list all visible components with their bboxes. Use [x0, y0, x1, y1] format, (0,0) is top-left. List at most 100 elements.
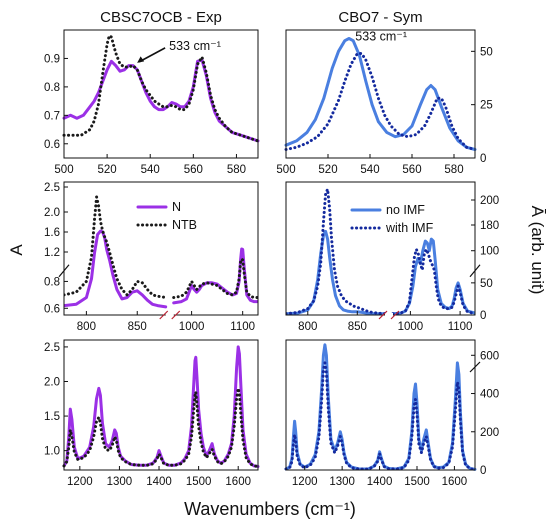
panel-sym-mid-series-1-a	[286, 187, 387, 315]
exp-bot-xtick-label: 1500	[186, 476, 212, 488]
panel-sym-mid-ytick-label: 180	[480, 220, 499, 232]
sym-top-xtick-label: 520	[318, 164, 337, 176]
panel-sym-mid-ytick-label: 200	[480, 195, 499, 207]
sym-bot-ytick-label: 400	[480, 389, 499, 401]
exp-top-series-dotted	[62, 34, 260, 143]
panel-exp-mid-ytick-label: 1.2	[44, 247, 60, 259]
panel-exp-mid-seg2-xtick-label: 1000	[179, 321, 205, 333]
panel-exp-mid-ytick-label: 2.5	[44, 182, 60, 194]
exp-top-annotation-arrow	[138, 47, 166, 63]
sym-top-xtick-label: 540	[360, 164, 379, 176]
sym-top-xtick-label: 500	[276, 164, 295, 176]
exp-bot-ytick-label: 2.5	[44, 342, 60, 354]
exp-bot-xtick-label: 1300	[107, 476, 133, 488]
sym-bot-ytick-label: 200	[480, 427, 499, 439]
sym-bot-yaxis-break	[469, 361, 481, 373]
sym-bot-xtick-label: 1500	[404, 476, 430, 488]
exp-bot-ytick-label: 2.0	[44, 376, 60, 388]
panel-sym-mid-axis-gap	[385, 313, 394, 317]
panel-exp-mid-ytick-label: 0.8	[44, 276, 60, 288]
panel-exp-bot: 1200 1300 1400 1500 1600 1.0 1.5 2.0 2.5	[44, 339, 260, 488]
panel-sym-bot: 1200 1300 1400 1500 1600 0 200 400 600	[284, 339, 499, 488]
panel-exp-mid-ytick-label: 2.0	[44, 207, 60, 219]
panel-exp-mid-seg2-xtick-label: 1100	[230, 321, 255, 333]
panel-exp-mid-series-1-a	[64, 195, 168, 299]
panel-sym-mid-seg1-xtick-label: 800	[298, 321, 317, 333]
panel-title-exp: CBSC7OCB - Exp	[100, 9, 222, 26]
panel-sym-top: CBO7 - Sym 500 520 540 560 580 0 25 50 533 cm⁻¹	[276, 9, 492, 176]
exp-top-xtick-label: 560	[184, 164, 203, 176]
y-axis-label-right: Ā (arb. unit)	[528, 206, 547, 295]
panel-exp-mid-seg1-xtick-label: 800	[77, 321, 96, 333]
exp-bot-ytick-label: 1.5	[44, 411, 60, 423]
sym-top-frame	[285, 29, 476, 159]
exp-top-xtick-label: 500	[54, 164, 73, 176]
sym-top-series-dotted	[284, 52, 477, 151]
panel-sym-mid-ytick-label: 100	[480, 246, 499, 258]
sym-bot-frame	[285, 339, 476, 471]
panel-exp-mid-ytick-label: 0.6	[44, 303, 60, 315]
exp-top-ytick-label: 0.9	[44, 53, 60, 65]
panel-sym-mid-break-mark	[390, 310, 400, 320]
x-axis-label: Wavenumbers (cm⁻¹)	[184, 499, 356, 519]
exp-top-xtick-label: 540	[141, 164, 160, 176]
sym-bot-xtick-label: 1300	[329, 476, 355, 488]
exp-top-ytick-label: 0.8	[44, 82, 60, 94]
panel-sym-mid-yaxis-break	[469, 264, 481, 278]
panel-exp-mid-legend-label: N	[172, 200, 181, 214]
panel-sym-mid-break-mark	[378, 310, 388, 320]
exp-top-xtick-label: 520	[98, 164, 117, 176]
panel-sym-mid-seg2-xtick-label: 1100	[448, 321, 473, 333]
panel-exp-mid-break-mark	[171, 310, 181, 320]
panel-sym-mid-series-0-b	[391, 237, 475, 315]
sym-bot-ytick-label: 600	[480, 350, 499, 362]
sym-bot-series-dotted	[284, 361, 477, 471]
panel-sym-mid-legend-label: no IMF	[386, 203, 425, 217]
panel-sym-mid-ytick-label: 50	[480, 278, 493, 290]
panel-exp-mid-series-0-a	[64, 229, 168, 309]
sym-top-xtick-label: 560	[402, 164, 421, 176]
sym-top-series-solid	[284, 37, 477, 151]
exp-top-annotation-arrowhead	[137, 56, 145, 63]
sym-top-xtick-label: 580	[444, 164, 463, 176]
panel-exp-mid-series-1-b	[172, 257, 258, 299]
panel-exp-mid: 800 850 1000 1100 0.6 0.8 1.2 1.6 2.0 2.5 N NTB	[44, 181, 259, 333]
y-axis-label-left: A	[7, 244, 26, 256]
panel-sym-mid-series-0-a	[286, 229, 387, 315]
sym-bot-xtick-label: 1600	[442, 476, 468, 488]
panel-sym-mid-frame	[285, 181, 476, 316]
panel-sym-mid-seg2-xtick-label: 1000	[398, 321, 424, 333]
sym-bot-xtick-label: 1200	[292, 476, 318, 488]
panel-exp-mid-series-0-b	[172, 247, 258, 305]
panel-exp-mid-legend: N NTB	[136, 200, 197, 232]
sym-top-ytick-label: 0	[480, 153, 486, 165]
panel-exp-mid-axis-gap	[165, 313, 174, 317]
panel-sym-mid: 800 850 1000 1100 0 50 100 180 200 no IMF with IMF	[285, 181, 499, 333]
panel-sym-mid-ytick-label: 0	[480, 310, 486, 322]
panel-exp-mid-break-mark	[159, 310, 169, 320]
panel-title-sym: CBO7 - Sym	[338, 9, 422, 26]
exp-bot-xtick-label: 1600	[225, 476, 251, 488]
panel-exp-mid-yaxis-break	[58, 264, 70, 278]
panel-sym-mid-legend-label: with IMF	[385, 221, 434, 235]
panel-sym-mid-seg1-xtick-label: 850	[348, 321, 367, 333]
exp-top-xtick-label: 580	[227, 164, 246, 176]
exp-bot-ytick-label: 1.0	[44, 446, 60, 458]
sym-top-annotation: 533 cm⁻¹	[355, 30, 407, 44]
exp-top-frame	[63, 29, 259, 159]
sym-top-ytick-label: 50	[480, 46, 493, 58]
panel-exp-mid-seg1-xtick-label: 850	[128, 321, 147, 333]
sym-top-ytick-label: 25	[480, 100, 493, 112]
exp-top-ytick-label: 0.6	[44, 139, 60, 151]
sym-bot-ytick-label: 0	[480, 465, 486, 477]
panel-sym-mid-legend: no IMF with IMF	[350, 203, 434, 235]
panel-exp-top: CBSC7OCB - Exp 500 520 540 560 580 0.6 0.7 0.8 0.…	[44, 9, 260, 176]
sym-bot-xtick-label: 1400	[367, 476, 393, 488]
exp-bot-xtick-label: 1400	[146, 476, 172, 488]
panel-exp-mid-ytick-label: 1.6	[44, 227, 60, 239]
exp-top-annotation: 533 cm⁻¹	[169, 39, 221, 53]
exp-bot-xtick-label: 1200	[67, 476, 93, 488]
sym-bot-series-solid	[284, 343, 477, 471]
exp-bot-series-dotted	[62, 386, 260, 468]
